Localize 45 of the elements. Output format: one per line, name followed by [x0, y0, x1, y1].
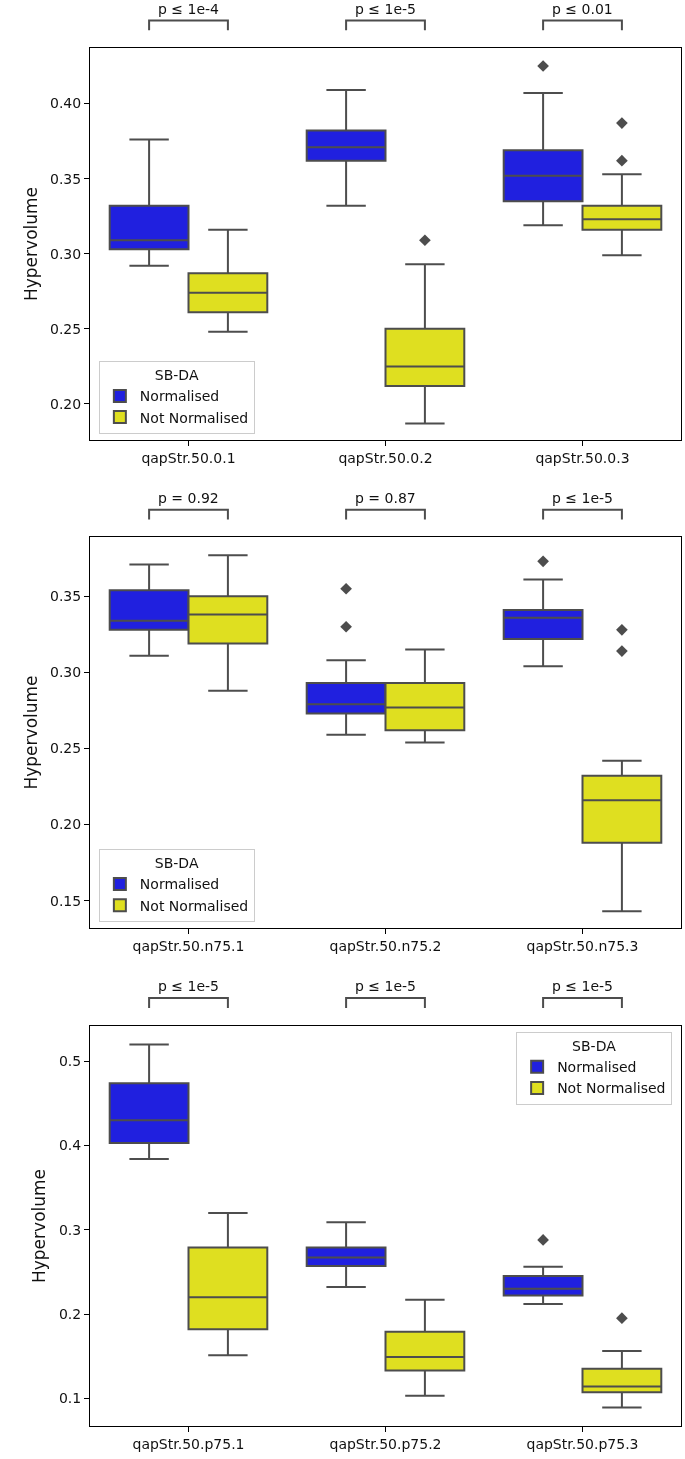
text: p = 0.92: [158, 490, 219, 506]
y-tick-label: 0.3: [58, 1221, 82, 1238]
text: p ≤ 1e-5: [355, 1, 416, 17]
y-tick-label: 0.30: [50, 664, 82, 681]
text: p ≤ 1e-5: [158, 978, 219, 994]
x-tick-label: qapStr.50.0.3: [535, 449, 630, 466]
legend-label: Not Normalised: [139, 897, 249, 914]
legend-label: Normalised: [139, 388, 220, 405]
text: p ≤ 0.01: [552, 1, 613, 17]
y-tick-label: 0.5: [58, 1053, 82, 1070]
legend-title: SB-DA: [154, 855, 199, 872]
text: p ≤ 1e-4: [158, 1, 220, 17]
legend-label: Not Normalised: [557, 1080, 666, 1097]
y-tick-label: 0.25: [50, 320, 82, 337]
legend-label: Not Normalised: [139, 409, 249, 426]
y-tick-label: 0.35: [50, 588, 82, 605]
x-tick-label: qapStr.50.0.2: [338, 449, 433, 466]
y-tick-label: 0.15: [50, 892, 82, 909]
y-tick-label: 0.1: [58, 1390, 82, 1407]
y-tick-label: 0.35: [50, 170, 82, 187]
x-tick-label: qapStr.50.n75.2: [329, 937, 442, 954]
y-axis-title: Hypervolume: [29, 1168, 50, 1284]
y-tick-label: 0.20: [50, 816, 82, 833]
legend-title: SB-DA: [154, 367, 199, 384]
y-tick-label: 0.2: [58, 1305, 82, 1322]
y-axis-title: Hypervolume: [20, 186, 41, 302]
y-tick-label: 0.4: [58, 1137, 82, 1154]
legend-title: SB-DA: [572, 1038, 617, 1055]
x-tick-label: qapStr.50.p75.3: [526, 1435, 639, 1452]
x-tick-label: qapStr.50.n75.1: [132, 937, 245, 954]
text: p = 0.87: [355, 490, 416, 506]
legend-label: Normalised: [557, 1059, 637, 1076]
y-tick-label: 0.25: [50, 740, 82, 757]
text: p ≤ 1e-5: [552, 978, 613, 994]
x-tick-label: qapStr.50.p75.2: [329, 1435, 442, 1452]
x-tick-label: qapStr.50.0.1: [141, 449, 236, 466]
text: p ≤ 1e-5: [552, 490, 613, 506]
x-tick-label: qapStr.50.p75.1: [132, 1435, 245, 1452]
x-tick-label: qapStr.50.n75.3: [526, 937, 639, 954]
y-tick-label: 0.20: [50, 395, 82, 412]
y-axis-title: Hypervolume: [20, 675, 41, 790]
y-tick-label: 0.30: [50, 245, 82, 262]
y-tick-label: 0.40: [50, 95, 82, 112]
legend-label: Normalised: [139, 876, 220, 893]
text: p ≤ 1e-5: [355, 978, 416, 994]
